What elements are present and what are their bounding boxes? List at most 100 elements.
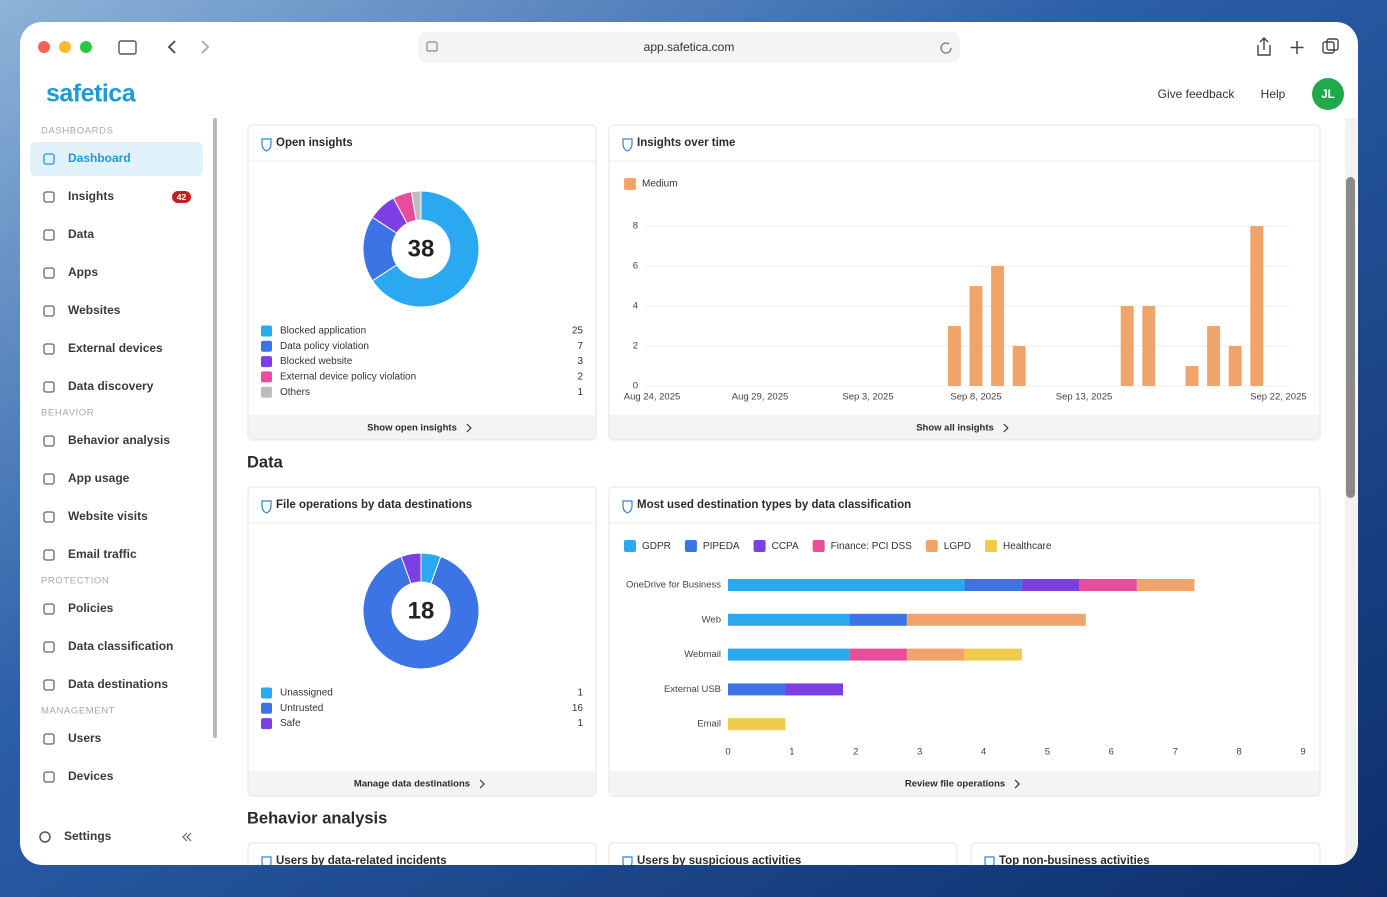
avatar[interactable] <box>1312 78 1344 110</box>
scroll-thumb[interactable] <box>1346 177 1355 498</box>
feedback-link[interactable]: Give feedback <box>1158 87 1236 101</box>
y-tick-label: 6 <box>633 261 638 272</box>
settings-icon <box>39 831 51 843</box>
nav-item[interactable]: App usage <box>68 471 130 485</box>
nav-item[interactable]: Behavior analysis <box>68 433 170 447</box>
nav-icon <box>43 229 55 241</box>
sidebar-section-title: DASHBOARDS <box>41 126 114 137</box>
reload-button[interactable] <box>940 42 952 54</box>
zoom-button[interactable] <box>80 41 92 53</box>
help-link[interactable]: Help <box>1261 87 1286 101</box>
nav-icon <box>43 381 55 393</box>
nav-item[interactable]: Website visits <box>68 509 148 523</box>
card-footer-link[interactable]: Manage data destinations <box>354 779 470 790</box>
bar-segment <box>728 718 786 731</box>
bar <box>991 266 1005 386</box>
bar-segment <box>849 648 907 661</box>
x-tick-label: Sep 8, 2025 <box>950 392 1001 403</box>
legend-value: 25 <box>572 326 584 337</box>
legend-swatch <box>684 540 697 552</box>
nav-icon <box>43 191 55 203</box>
nav-icon <box>43 153 55 165</box>
donut-total: 18 <box>408 597 435 624</box>
nav-item[interactable]: Data destinations <box>68 677 168 691</box>
legend-value: 3 <box>577 356 583 367</box>
y-tick-label: 8 <box>633 221 638 232</box>
card-footer <box>248 415 596 440</box>
nav-item[interactable]: Dashboard <box>68 151 131 165</box>
bar <box>1120 306 1134 386</box>
nav-icon <box>43 641 55 653</box>
nav-icon <box>43 511 55 523</box>
bar-segment <box>1079 579 1137 591</box>
bar-segment <box>906 613 1086 626</box>
share-button[interactable] <box>1257 37 1271 56</box>
card-footer-link[interactable]: Show all insights <box>916 423 994 434</box>
nav-item[interactable]: Data <box>68 227 94 241</box>
card-footer-link[interactable]: Show open insights <box>367 423 457 434</box>
nav-item[interactable]: Policies <box>68 601 114 615</box>
nav-item[interactable]: Apps <box>68 265 98 279</box>
collapse-sidebar[interactable] <box>182 832 192 842</box>
x-tick-label: 2 <box>853 747 858 758</box>
card-icon <box>622 500 633 514</box>
tabs-button[interactable] <box>1322 41 1335 54</box>
card-icon <box>261 500 272 514</box>
card-footer-link[interactable]: Review file operations <box>905 779 1005 790</box>
y-category-label: Web <box>702 614 721 625</box>
sidebar-scrollbar[interactable] <box>213 118 217 738</box>
logo[interactable]: safetica <box>46 80 137 108</box>
bar-segment <box>964 648 1022 661</box>
x-tick-label: Sep 3, 2025 <box>842 392 893 403</box>
legend-swatch <box>261 718 272 730</box>
bar-segment <box>785 683 843 696</box>
legend-swatch <box>261 340 272 352</box>
y-category-label: External USB <box>664 684 721 695</box>
bar <box>1012 346 1026 386</box>
nav-item[interactable]: Users <box>68 731 102 745</box>
bar-segment <box>849 613 907 626</box>
nav-item[interactable]: Devices <box>68 769 114 783</box>
legend-swatch <box>985 540 998 552</box>
donut-segment <box>362 555 480 670</box>
legend-label: Finance: PCI DSS <box>831 541 912 552</box>
close-button[interactable] <box>38 41 50 53</box>
x-tick-label: 5 <box>1045 747 1050 758</box>
address-bar[interactable] <box>418 32 960 63</box>
badge-count: 42 <box>177 192 187 202</box>
nav-item[interactable]: Insights <box>68 189 114 203</box>
sidebar-toggle[interactable] <box>118 40 137 55</box>
bar <box>1142 306 1156 386</box>
new-tab-button[interactable] <box>1290 41 1304 54</box>
card <box>247 842 597 865</box>
legend-swatch <box>753 540 766 552</box>
minimize-button[interactable] <box>59 41 71 53</box>
legend-value: 1 <box>577 387 583 398</box>
nav-item[interactable]: Data classification <box>68 639 173 653</box>
legend-swatch <box>925 540 938 552</box>
page-icon <box>426 41 438 52</box>
nav-item[interactable]: External devices <box>68 341 163 355</box>
legend-swatch <box>261 702 272 714</box>
settings-link[interactable]: Settings <box>64 829 112 843</box>
legend-swatch <box>261 371 272 383</box>
nav-icon <box>43 733 55 745</box>
legend-swatch <box>261 687 272 699</box>
nav-item[interactable]: Websites <box>68 303 121 317</box>
forward-button[interactable] <box>201 40 210 54</box>
legend-swatch <box>261 325 272 337</box>
url: app.safetica.com <box>644 40 735 54</box>
y-tick-label: 4 <box>633 301 638 312</box>
legend-label: Unassigned <box>280 688 333 699</box>
legend-label: PIPEDA <box>703 541 740 552</box>
nav-item[interactable]: Email traffic <box>68 547 137 561</box>
bar-segment <box>964 579 1022 591</box>
card-title: Open insights <box>276 137 353 149</box>
donut-segment <box>400 552 422 585</box>
card-icon <box>622 856 633 865</box>
x-tick-label: Sep 22, 2025 <box>1250 392 1307 403</box>
nav-icon <box>43 305 55 317</box>
nav-item[interactable]: Data discovery <box>68 379 154 393</box>
y-tick-label: 2 <box>633 341 638 352</box>
back-button[interactable] <box>167 40 176 54</box>
